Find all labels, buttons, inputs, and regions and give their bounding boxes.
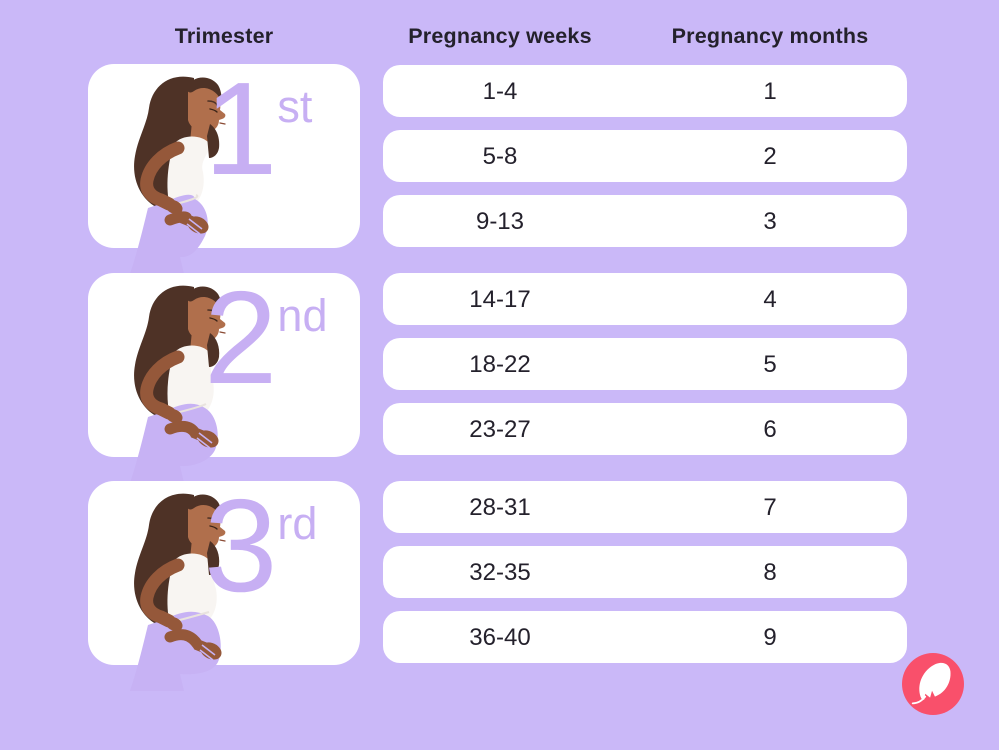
table-row: 9-13 3 xyxy=(383,195,907,247)
months-value: 2 xyxy=(763,143,777,170)
weeks-value: 5-8 xyxy=(482,143,518,170)
months-value: 5 xyxy=(763,351,777,378)
table-row: 5-8 2 xyxy=(383,130,907,182)
weeks-value: 36-40 xyxy=(469,624,531,651)
trimester-card-3rd: 3 rd xyxy=(88,472,360,691)
months-value: 7 xyxy=(763,494,777,521)
weeks-value: 32-35 xyxy=(469,559,531,586)
table-row: 1-4 1 xyxy=(383,65,907,117)
trimester-ordinal: 3 rd xyxy=(204,472,318,619)
ordinal-number: 1 xyxy=(204,55,277,202)
weeks-value: 18-22 xyxy=(469,351,531,378)
column-header-trimester: Trimester xyxy=(174,24,274,48)
weeks-value: 23-27 xyxy=(469,416,531,443)
months-value: 4 xyxy=(763,286,777,313)
table-row: 14-17 4 xyxy=(383,273,907,325)
trimester-card-2nd: 2 nd xyxy=(88,264,360,483)
weeks-value: 1-4 xyxy=(482,78,518,105)
table-row: 23-27 6 xyxy=(383,403,907,455)
weeks-value: 9-13 xyxy=(475,208,525,235)
months-value: 3 xyxy=(763,208,777,235)
ordinal-number: 2 xyxy=(204,264,277,411)
table-row: 32-35 8 xyxy=(383,546,907,598)
months-value: 1 xyxy=(763,78,777,105)
weeks-value: 14-17 xyxy=(469,286,531,313)
weeks-value: 28-31 xyxy=(469,494,531,521)
trimester-card-1st: 1 st xyxy=(88,55,360,274)
flo-logo xyxy=(902,653,964,715)
trimester-ordinal: 2 nd xyxy=(204,264,328,411)
months-value: 8 xyxy=(763,559,777,586)
table-row: 28-31 7 xyxy=(383,481,907,533)
months-value: 9 xyxy=(763,624,777,651)
table-row: 36-40 9 xyxy=(383,611,907,663)
ordinal-number: 3 xyxy=(204,472,277,619)
trimester-ordinal: 1 st xyxy=(204,55,313,202)
column-header-pregnancy-months: Pregnancy months xyxy=(671,24,869,48)
ordinal-suffix: nd xyxy=(277,290,328,341)
ordinal-suffix: st xyxy=(277,81,313,132)
ordinal-suffix: rd xyxy=(277,498,318,549)
months-value: 6 xyxy=(763,416,777,443)
table-row: 18-22 5 xyxy=(383,338,907,390)
feather-icon xyxy=(911,662,951,705)
column-header-pregnancy-weeks: Pregnancy weeks xyxy=(408,24,592,48)
